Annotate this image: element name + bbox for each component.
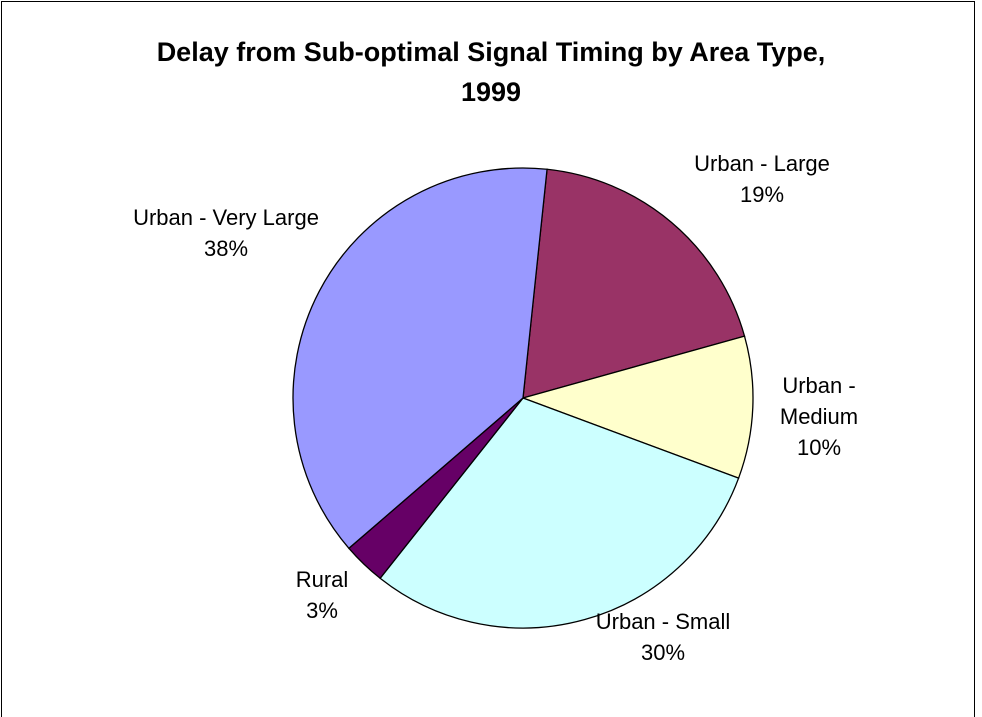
pie-slice — [520, 335, 754, 480]
slice-label: Urban - Very Large — [133, 205, 319, 230]
slice-label: Urban - Small — [595, 609, 731, 634]
slice-label: Rural — [295, 567, 349, 592]
slice-value-label: 19% — [739, 182, 785, 207]
slice-label: Urban - Large — [694, 151, 830, 176]
slice-value-label: 30% — [640, 640, 686, 665]
pie-slice — [522, 168, 746, 399]
pie-slice — [292, 167, 548, 550]
pie-slice — [379, 397, 740, 629]
slice-value-label: 3% — [306, 598, 338, 623]
slice-value-label: 38% — [203, 236, 249, 261]
chart-title: Delay from Sub-optimal Signal Timing by … — [156, 37, 826, 107]
slice-label: Urban - Medium — [779, 373, 859, 429]
slice-value-label: 10% — [796, 435, 842, 460]
